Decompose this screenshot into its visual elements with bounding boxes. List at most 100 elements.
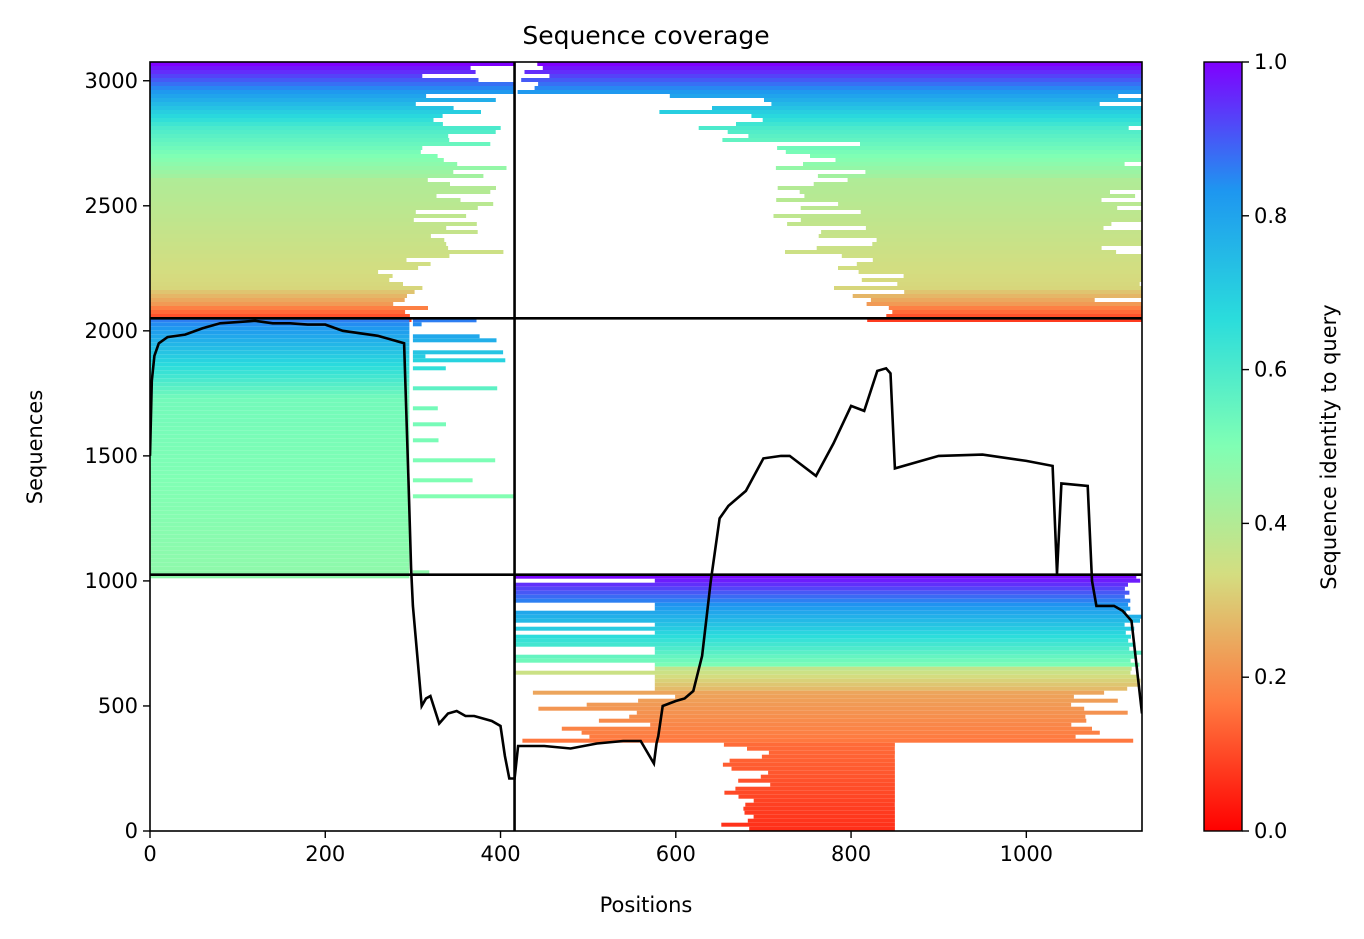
heat-row [412, 422, 446, 427]
heat-row [150, 410, 410, 415]
heat-row [150, 162, 458, 166]
heat-row [768, 770, 895, 775]
heat-row [150, 398, 410, 403]
heat-row [150, 418, 410, 423]
heat-row [654, 666, 1132, 671]
heat-row [721, 822, 895, 827]
heat-row [150, 158, 444, 162]
plot-frame [149, 61, 1143, 832]
heat-row [749, 826, 895, 831]
heat-row [800, 218, 1142, 222]
heat-row [150, 434, 410, 439]
heat-row [771, 102, 1100, 106]
heat-row [722, 762, 895, 767]
heat-row [150, 474, 410, 479]
heat-row [150, 266, 419, 270]
block-separators [150, 62, 1142, 831]
heat-row [150, 366, 410, 371]
heat-row [150, 414, 410, 419]
x-tick-label: 1000 [1000, 842, 1053, 866]
heat-row [654, 646, 1130, 651]
heat-row [736, 122, 1142, 126]
heat-row [412, 458, 496, 463]
heat-row [150, 90, 515, 94]
heat-row [150, 210, 416, 214]
heat-row [150, 374, 410, 379]
heat-row [150, 438, 410, 443]
heat-row [150, 78, 479, 82]
heat-row [731, 766, 895, 771]
colorbar-scale [1203, 61, 1243, 832]
heat-row [744, 810, 895, 815]
heat-row [150, 310, 406, 314]
heat-row [514, 590, 1130, 595]
heat-row [785, 250, 1117, 254]
heat-row [150, 202, 494, 206]
heat-row [738, 794, 895, 799]
heat-row [860, 142, 1142, 146]
heat-row [892, 310, 1142, 314]
heat-row [150, 334, 410, 339]
heat-row [150, 330, 410, 335]
heat-row [654, 662, 1140, 667]
heat-row [514, 582, 1128, 587]
heat-row [150, 242, 447, 246]
heat-row [654, 606, 1131, 611]
heat-row [150, 442, 410, 447]
heat-row [753, 798, 895, 803]
heat-row [150, 110, 481, 114]
heat-row [514, 610, 1127, 615]
heat-row [150, 134, 449, 138]
heat-row [150, 482, 410, 487]
heat-row [150, 502, 410, 507]
heat-row [150, 514, 410, 519]
heat-row [412, 358, 506, 363]
heat-row [804, 194, 1136, 198]
heat-row [723, 742, 895, 747]
heat-row [150, 118, 434, 122]
heat-row [861, 278, 1142, 282]
heat-row [835, 158, 1142, 162]
chart-title: Sequence coverage [522, 21, 769, 50]
heat-row [150, 490, 410, 495]
heat-row [818, 234, 1142, 238]
heat-row [150, 498, 410, 503]
heat-row [514, 574, 1137, 579]
heat-row [412, 438, 439, 443]
heat-row [872, 242, 1142, 246]
y-axis-label: Sequences [23, 390, 47, 505]
heat-row [150, 342, 410, 347]
heat-row [150, 198, 461, 202]
heat-row [816, 246, 1102, 250]
heat-row [745, 802, 895, 807]
heat-row [150, 378, 410, 383]
heat-row [654, 602, 1129, 607]
heat-row [150, 106, 454, 110]
heat-row [777, 146, 1142, 150]
heat-row [150, 458, 410, 463]
heat-row [150, 422, 410, 427]
heat-row [810, 154, 1142, 158]
heat-row [150, 354, 410, 359]
heatmap-rows [150, 62, 1142, 831]
colorbar-tick-label: 0.8 [1254, 204, 1287, 228]
heat-row [150, 350, 410, 355]
heat-row [150, 174, 484, 178]
heat-row [629, 714, 1086, 719]
plot-area [150, 62, 1142, 831]
heat-row [775, 166, 1142, 170]
heat-row [838, 266, 1142, 270]
heat-row [150, 150, 421, 154]
heat-row [412, 350, 504, 355]
heat-row [150, 386, 410, 391]
heat-row [150, 358, 410, 363]
coverage-line [150, 319, 1142, 780]
heat-row [724, 790, 895, 795]
heat-row [150, 566, 410, 571]
heat-row [150, 390, 410, 395]
heat-row [514, 598, 1131, 603]
heat-row [150, 206, 478, 210]
heat-row [669, 94, 1119, 98]
x-tick-label: 200 [305, 842, 345, 866]
heat-row [412, 322, 422, 327]
